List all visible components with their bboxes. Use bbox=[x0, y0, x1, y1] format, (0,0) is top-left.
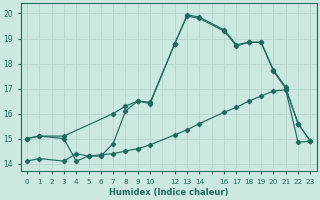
X-axis label: Humidex (Indice chaleur): Humidex (Indice chaleur) bbox=[109, 188, 228, 197]
